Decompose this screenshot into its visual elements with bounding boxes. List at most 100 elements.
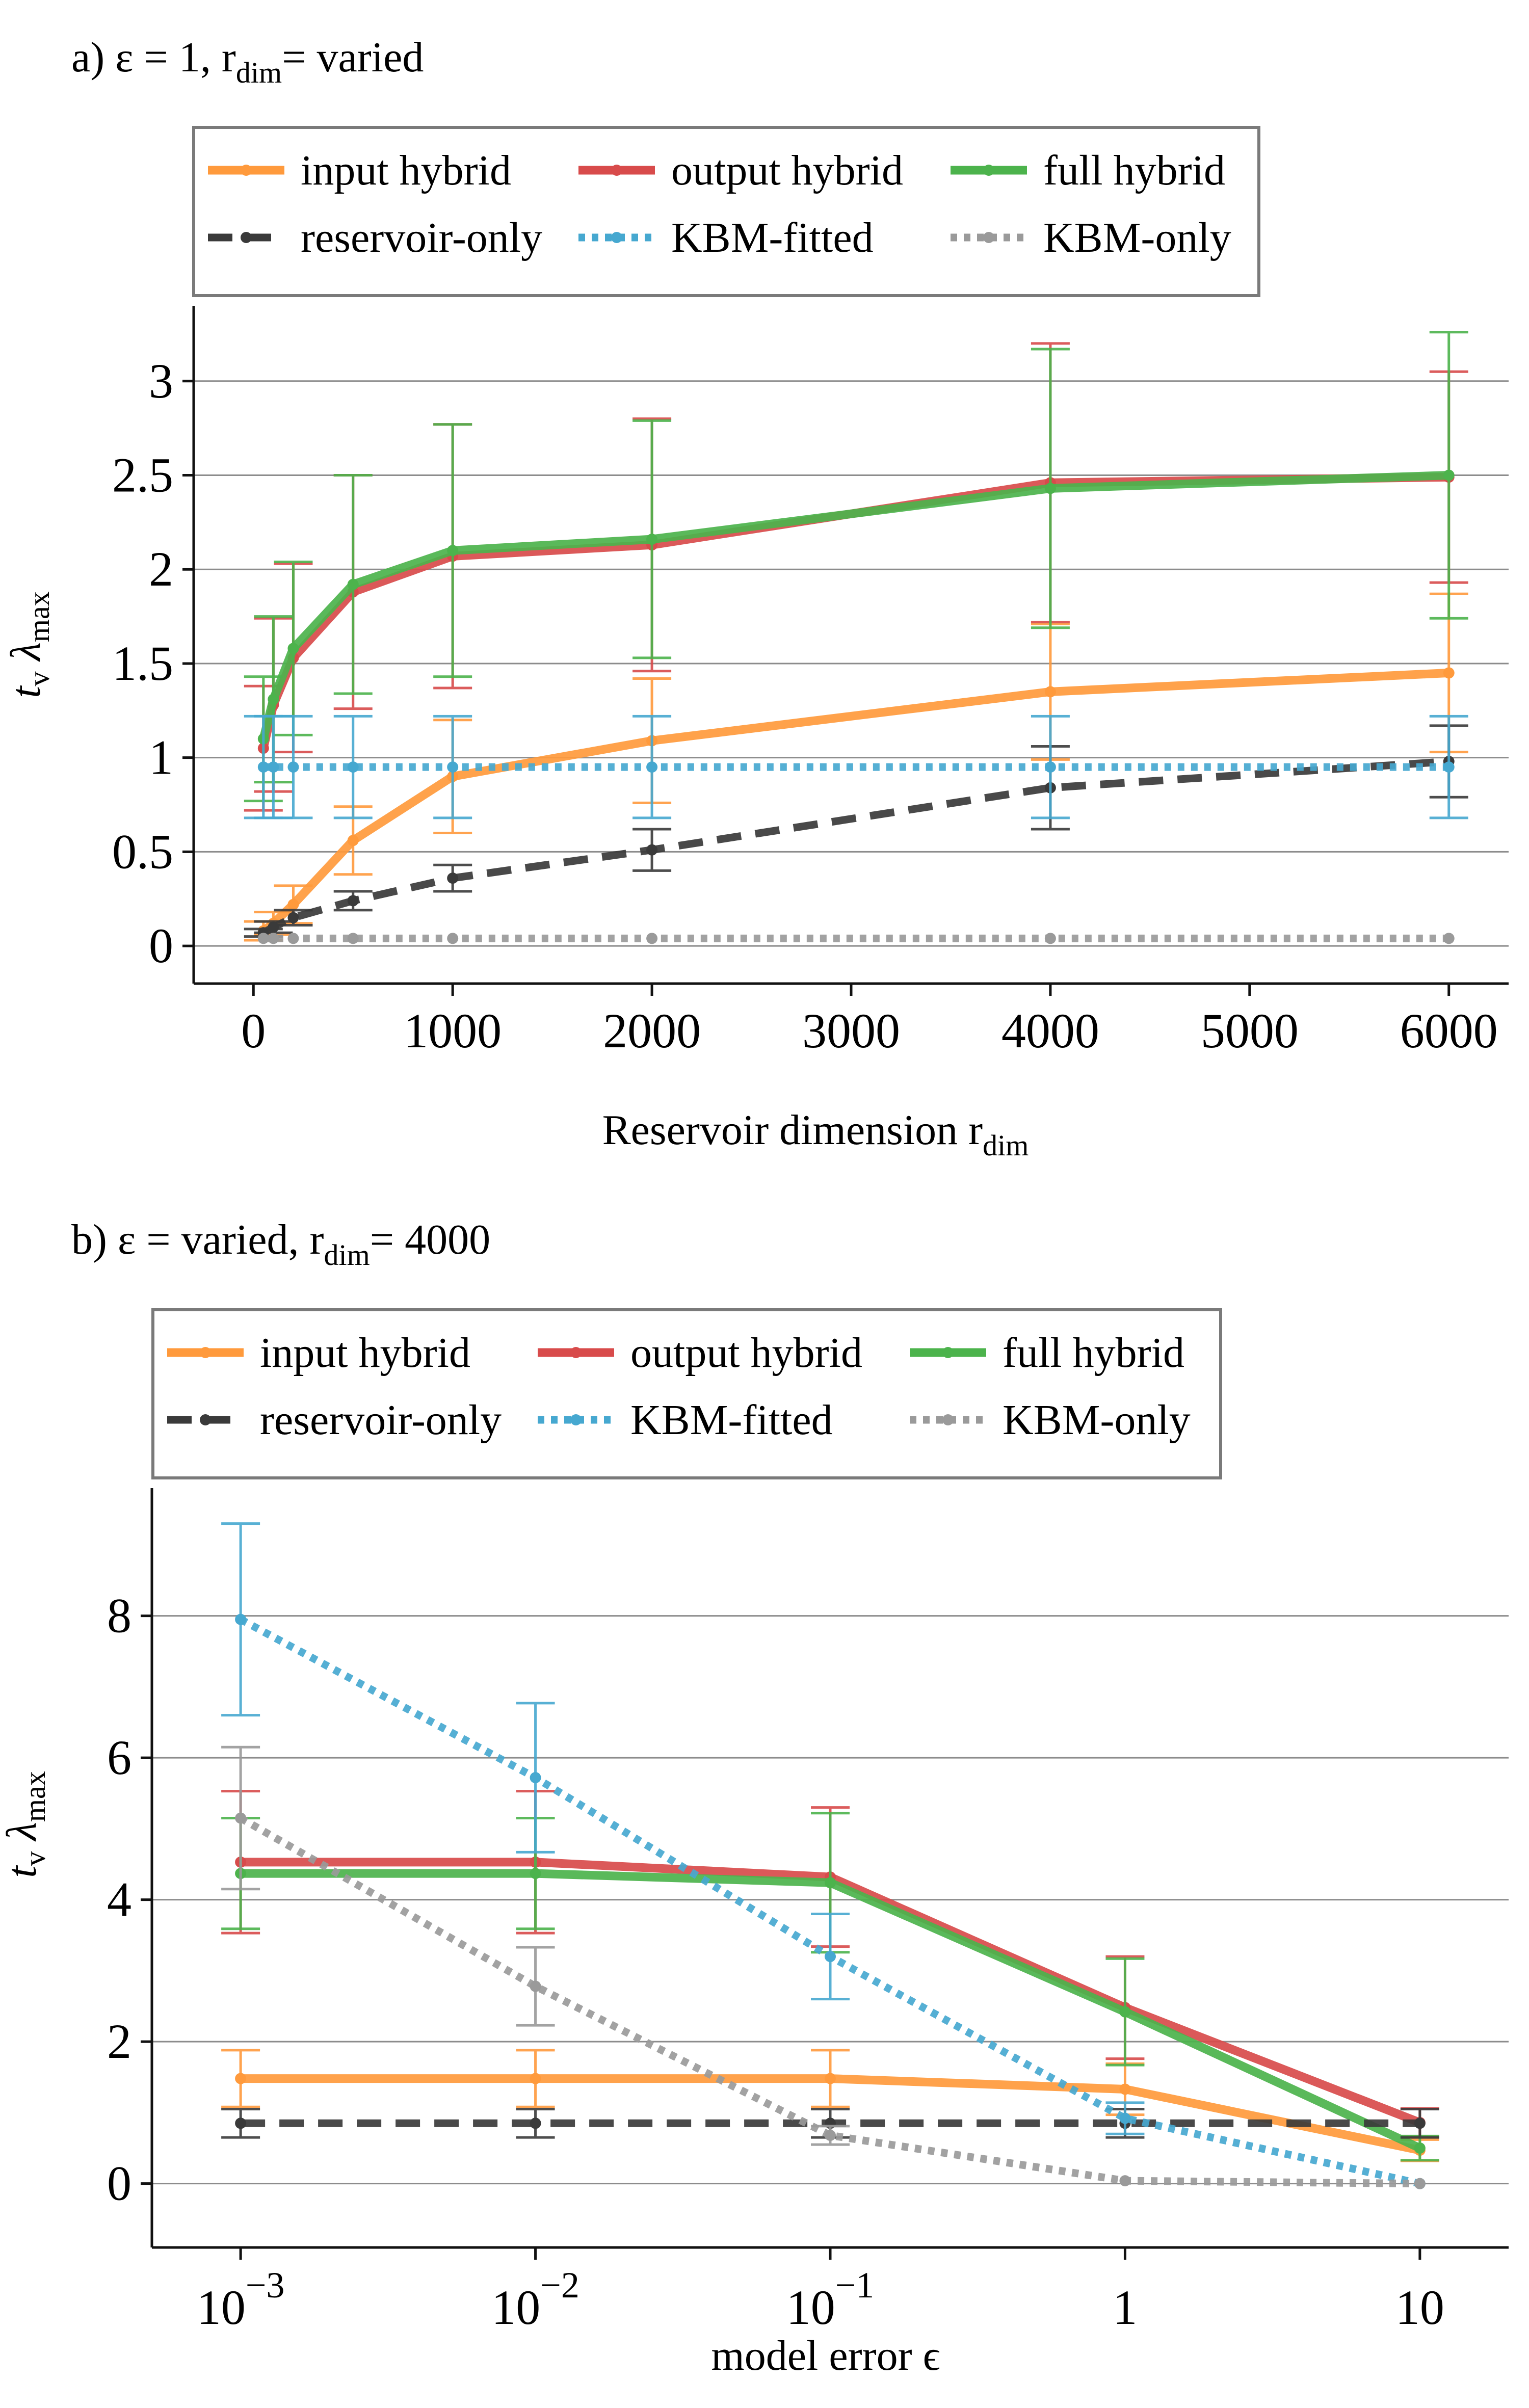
legend-entry: input hybrid bbox=[167, 1329, 470, 1377]
panel-b-y-label: tv λmax bbox=[0, 1771, 51, 1878]
panel-a-legend-box bbox=[192, 126, 1260, 297]
series-output-hybrid bbox=[244, 342, 1468, 812]
legend-entry: KBM-only bbox=[910, 1396, 1191, 1444]
legend-label: full hybrid bbox=[1043, 147, 1225, 194]
legend-marker bbox=[241, 165, 252, 176]
data-point bbox=[287, 933, 299, 944]
legend-marker bbox=[241, 232, 252, 243]
data-point bbox=[347, 578, 359, 590]
legend-label: KBM-fitted bbox=[630, 1396, 833, 1444]
panel-a-x-label: Reservoir dimension rdim bbox=[602, 1106, 1029, 1162]
data-point bbox=[825, 2073, 836, 2084]
panel-a-y-tick-label: 2 bbox=[149, 542, 173, 596]
series-kbm-only bbox=[221, 1745, 1426, 2189]
data-point bbox=[1044, 933, 1056, 944]
data-point bbox=[646, 844, 658, 856]
legend-entry: full hybrid bbox=[951, 147, 1225, 194]
legend-label: KBM-only bbox=[1043, 214, 1231, 261]
legend-marker bbox=[983, 232, 994, 243]
panel-a-x-tick-label: 4000 bbox=[1001, 1003, 1099, 1058]
series-line bbox=[259, 471, 1449, 740]
legend-entry: KBM-fitted bbox=[578, 214, 874, 261]
panel-a-x-tick-label: 3000 bbox=[802, 1003, 900, 1058]
legend-entry: KBM-only bbox=[951, 214, 1231, 261]
series-reservoir-only bbox=[244, 724, 1468, 939]
legend-marker bbox=[200, 1347, 211, 1358]
data-point bbox=[235, 2073, 247, 2084]
data-point bbox=[1414, 2178, 1426, 2189]
panel-a-y-tick-label: 1.5 bbox=[112, 636, 173, 691]
panel-a-y-label: tv λmax bbox=[2, 591, 56, 698]
panel-a: a) ε = 1, rdim= varied input hybrid outpu… bbox=[2, 34, 1509, 1162]
data-point bbox=[235, 2118, 247, 2129]
data-point bbox=[1119, 2112, 1131, 2124]
data-point bbox=[1119, 2175, 1131, 2187]
data-point bbox=[257, 933, 269, 944]
data-point bbox=[530, 2118, 541, 2129]
panel-b-title: b) ε = varied, rdim= 4000 bbox=[71, 1216, 490, 1272]
data-point bbox=[1443, 761, 1455, 773]
data-point bbox=[347, 895, 359, 907]
data-point bbox=[646, 534, 658, 545]
series-kbm-only bbox=[257, 933, 1455, 944]
data-point bbox=[825, 1877, 836, 1889]
data-point bbox=[235, 1613, 247, 1625]
data-point bbox=[287, 643, 299, 654]
legend-label: output hybrid bbox=[671, 147, 903, 194]
data-point bbox=[1414, 2142, 1426, 2154]
legend-label: KBM-only bbox=[1003, 1396, 1191, 1444]
data-point bbox=[447, 872, 459, 884]
legend-entry: output hybrid bbox=[538, 1329, 862, 1377]
legend-marker bbox=[570, 1347, 582, 1358]
data-point bbox=[447, 933, 459, 944]
series-line bbox=[239, 1815, 1420, 2188]
panel-a-y-tick-label: 3 bbox=[149, 354, 173, 408]
legend-label: reservoir-only bbox=[260, 1396, 502, 1444]
data-point bbox=[530, 1772, 541, 1784]
panel-b-y-tick-label: 6 bbox=[107, 1730, 131, 1785]
series-kbm-fitted bbox=[221, 1522, 1426, 2189]
legend-marker bbox=[983, 165, 994, 176]
legend-label: input hybrid bbox=[301, 147, 511, 194]
panel-b-y-tick-label: 0 bbox=[107, 2156, 131, 2211]
panel-b: b) ε = varied, rdim= 4000 input hybrid ou… bbox=[0, 1216, 1509, 2379]
legend-entry: full hybrid bbox=[910, 1329, 1184, 1377]
data-point bbox=[530, 1980, 541, 1992]
data-point bbox=[646, 761, 658, 773]
data-point bbox=[257, 761, 269, 773]
legend-entry: KBM-fitted bbox=[538, 1396, 833, 1444]
panel-a-grid bbox=[194, 380, 1509, 947]
panel-a-x-tick-label: 0 bbox=[241, 1003, 266, 1058]
legend-entry: input hybrid bbox=[208, 147, 511, 194]
data-point bbox=[287, 912, 299, 923]
data-point bbox=[347, 761, 359, 773]
panel-b-x-tick-label: 10−3 bbox=[197, 2265, 285, 2335]
legend-label: input hybrid bbox=[260, 1329, 470, 1377]
panel-a-ticks: 0 0.5 1 1.5 2 2.5 3 0 1000 2000 3000 4000 5000 6000 bbox=[112, 354, 1498, 1058]
panel-b-legend: input hybrid output hybrid full hybrid rese… bbox=[167, 1329, 1191, 1444]
data-point bbox=[1044, 483, 1056, 494]
panel-a-x-tick-label: 6000 bbox=[1400, 1003, 1498, 1058]
series-line bbox=[259, 472, 1449, 750]
legend-marker bbox=[570, 1414, 582, 1425]
data-point bbox=[1443, 933, 1455, 944]
data-point bbox=[646, 933, 658, 944]
data-point bbox=[287, 761, 299, 773]
panel-a-y-tick-label: 2.5 bbox=[112, 448, 173, 502]
data-point bbox=[235, 1812, 247, 1824]
series-kbm-fitted bbox=[244, 715, 1468, 819]
panel-a-x-tick-label: 2000 bbox=[603, 1003, 701, 1058]
panel-a-y-tick-label: 0.5 bbox=[112, 824, 173, 879]
panel-a-series bbox=[244, 331, 1468, 944]
legend-label: reservoir-only bbox=[301, 214, 542, 261]
legend-marker bbox=[611, 165, 622, 176]
panel-b-ticks: 0 2 4 6 8 10−3 10−2 10−1 1 10 bbox=[107, 1589, 1444, 2335]
data-point bbox=[268, 761, 279, 773]
panel-b-x-tick-label: 10 bbox=[1395, 2280, 1444, 2335]
panel-a-legend: input hybrid output hybrid full hybrid rese… bbox=[208, 147, 1231, 261]
data-point bbox=[530, 2073, 541, 2084]
panel-b-y-tick-label: 8 bbox=[107, 1589, 131, 1643]
legend-label: output hybrid bbox=[630, 1329, 862, 1377]
legend-entry: reservoir-only bbox=[167, 1396, 502, 1444]
